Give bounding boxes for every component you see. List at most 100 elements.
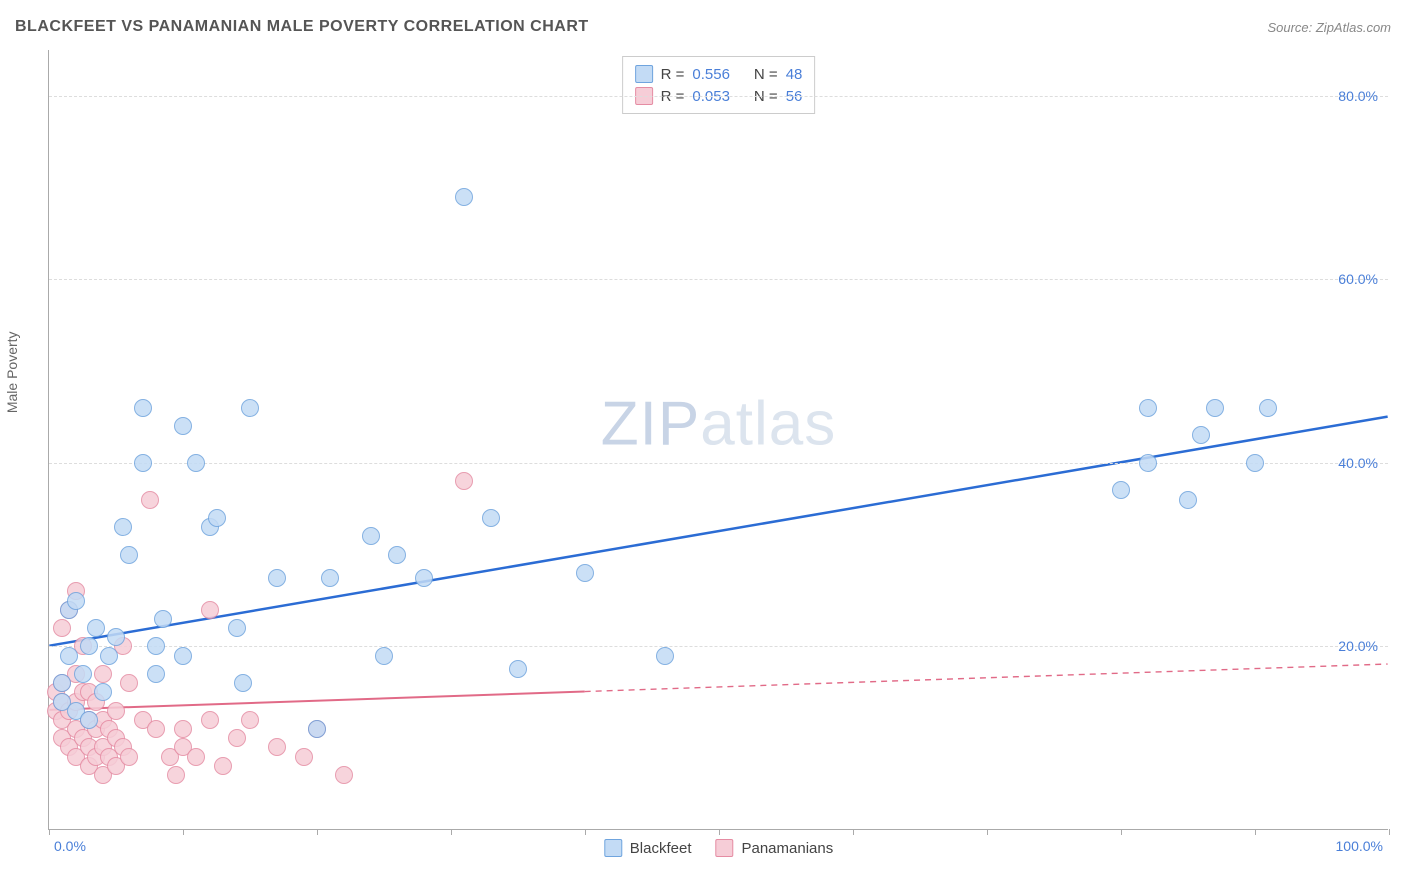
data-point — [187, 454, 205, 472]
data-point — [321, 569, 339, 587]
legend-swatch-panamanians — [715, 839, 733, 857]
data-point — [53, 619, 71, 637]
data-point — [147, 665, 165, 683]
x-tick — [719, 829, 720, 835]
data-point — [134, 399, 152, 417]
legend-label-blackfeet: Blackfeet — [630, 840, 692, 857]
y-tick-label: 80.0% — [1338, 88, 1378, 104]
y-tick-label: 60.0% — [1338, 271, 1378, 287]
stats-legend-box: R = 0.556 N = 48 R = 0.053 N = 56 — [622, 56, 816, 114]
chart-header: BLACKFEET VS PANAMANIAN MALE POVERTY COR… — [15, 18, 1391, 36]
stats-row-blackfeet: R = 0.556 N = 48 — [635, 63, 803, 85]
legend-item-panamanians: Panamanians — [715, 839, 833, 857]
data-point — [120, 748, 138, 766]
data-point — [1179, 491, 1197, 509]
data-point — [114, 518, 132, 536]
data-point — [100, 647, 118, 665]
data-point — [1246, 454, 1264, 472]
data-point — [167, 766, 185, 784]
data-point — [134, 454, 152, 472]
data-point — [107, 628, 125, 646]
x-tick — [1389, 829, 1390, 835]
data-point — [174, 647, 192, 665]
gridline — [49, 279, 1388, 280]
data-point — [80, 711, 98, 729]
data-point — [174, 417, 192, 435]
x-axis-min: 0.0% — [54, 838, 86, 854]
gridline — [49, 463, 1388, 464]
chart-title: BLACKFEET VS PANAMANIAN MALE POVERTY COR… — [15, 18, 589, 36]
y-tick-label: 20.0% — [1338, 638, 1378, 654]
data-point — [375, 647, 393, 665]
data-point — [141, 491, 159, 509]
data-point — [1112, 481, 1130, 499]
x-tick — [317, 829, 318, 835]
data-point — [415, 569, 433, 587]
watermark: ZIPatlas — [601, 388, 836, 459]
x-tick — [1121, 829, 1122, 835]
y-axis-label: Male Poverty — [4, 331, 20, 413]
data-point — [576, 564, 594, 582]
data-point — [187, 748, 205, 766]
y-tick-label: 40.0% — [1338, 455, 1378, 471]
data-point — [120, 674, 138, 692]
data-point — [335, 766, 353, 784]
swatch-blackfeet — [635, 65, 653, 83]
data-point — [455, 188, 473, 206]
data-point — [208, 509, 226, 527]
data-point — [362, 527, 380, 545]
data-point — [60, 647, 78, 665]
data-point — [1259, 399, 1277, 417]
data-point — [241, 399, 259, 417]
data-point — [1192, 426, 1210, 444]
data-point — [234, 674, 252, 692]
legend-swatch-blackfeet — [604, 839, 622, 857]
data-point — [94, 665, 112, 683]
data-point — [1139, 454, 1157, 472]
plot-area: ZIPatlas R = 0.556 N = 48 R = 0.053 N = … — [48, 50, 1388, 830]
data-point — [154, 610, 172, 628]
gridline — [49, 646, 1388, 647]
x-tick — [49, 829, 50, 835]
data-point — [147, 720, 165, 738]
data-point — [388, 546, 406, 564]
data-point — [74, 665, 92, 683]
x-axis-max: 100.0% — [1336, 838, 1383, 854]
x-tick — [183, 829, 184, 835]
data-point — [201, 601, 219, 619]
data-point — [147, 637, 165, 655]
data-point — [295, 748, 313, 766]
data-point — [1206, 399, 1224, 417]
bottom-legend: Blackfeet Panamanians — [604, 839, 833, 857]
data-point — [308, 720, 326, 738]
data-point — [241, 711, 259, 729]
data-point — [1139, 399, 1157, 417]
legend-item-blackfeet: Blackfeet — [604, 839, 692, 857]
data-point — [268, 569, 286, 587]
data-point — [80, 637, 98, 655]
data-point — [509, 660, 527, 678]
data-point — [228, 729, 246, 747]
gridline — [49, 96, 1388, 97]
x-tick — [585, 829, 586, 835]
data-point — [214, 757, 232, 775]
data-point — [482, 509, 500, 527]
data-point — [174, 720, 192, 738]
data-point — [201, 711, 219, 729]
x-tick — [853, 829, 854, 835]
data-point — [455, 472, 473, 490]
data-point — [94, 683, 112, 701]
x-tick — [451, 829, 452, 835]
x-tick — [987, 829, 988, 835]
source-label: Source: ZipAtlas.com — [1267, 20, 1391, 35]
data-point — [268, 738, 286, 756]
data-point — [120, 546, 138, 564]
x-tick — [1255, 829, 1256, 835]
data-point — [87, 619, 105, 637]
data-point — [656, 647, 674, 665]
data-point — [107, 702, 125, 720]
data-point — [53, 674, 71, 692]
data-point — [228, 619, 246, 637]
legend-label-panamanians: Panamanians — [741, 840, 833, 857]
data-point — [67, 592, 85, 610]
